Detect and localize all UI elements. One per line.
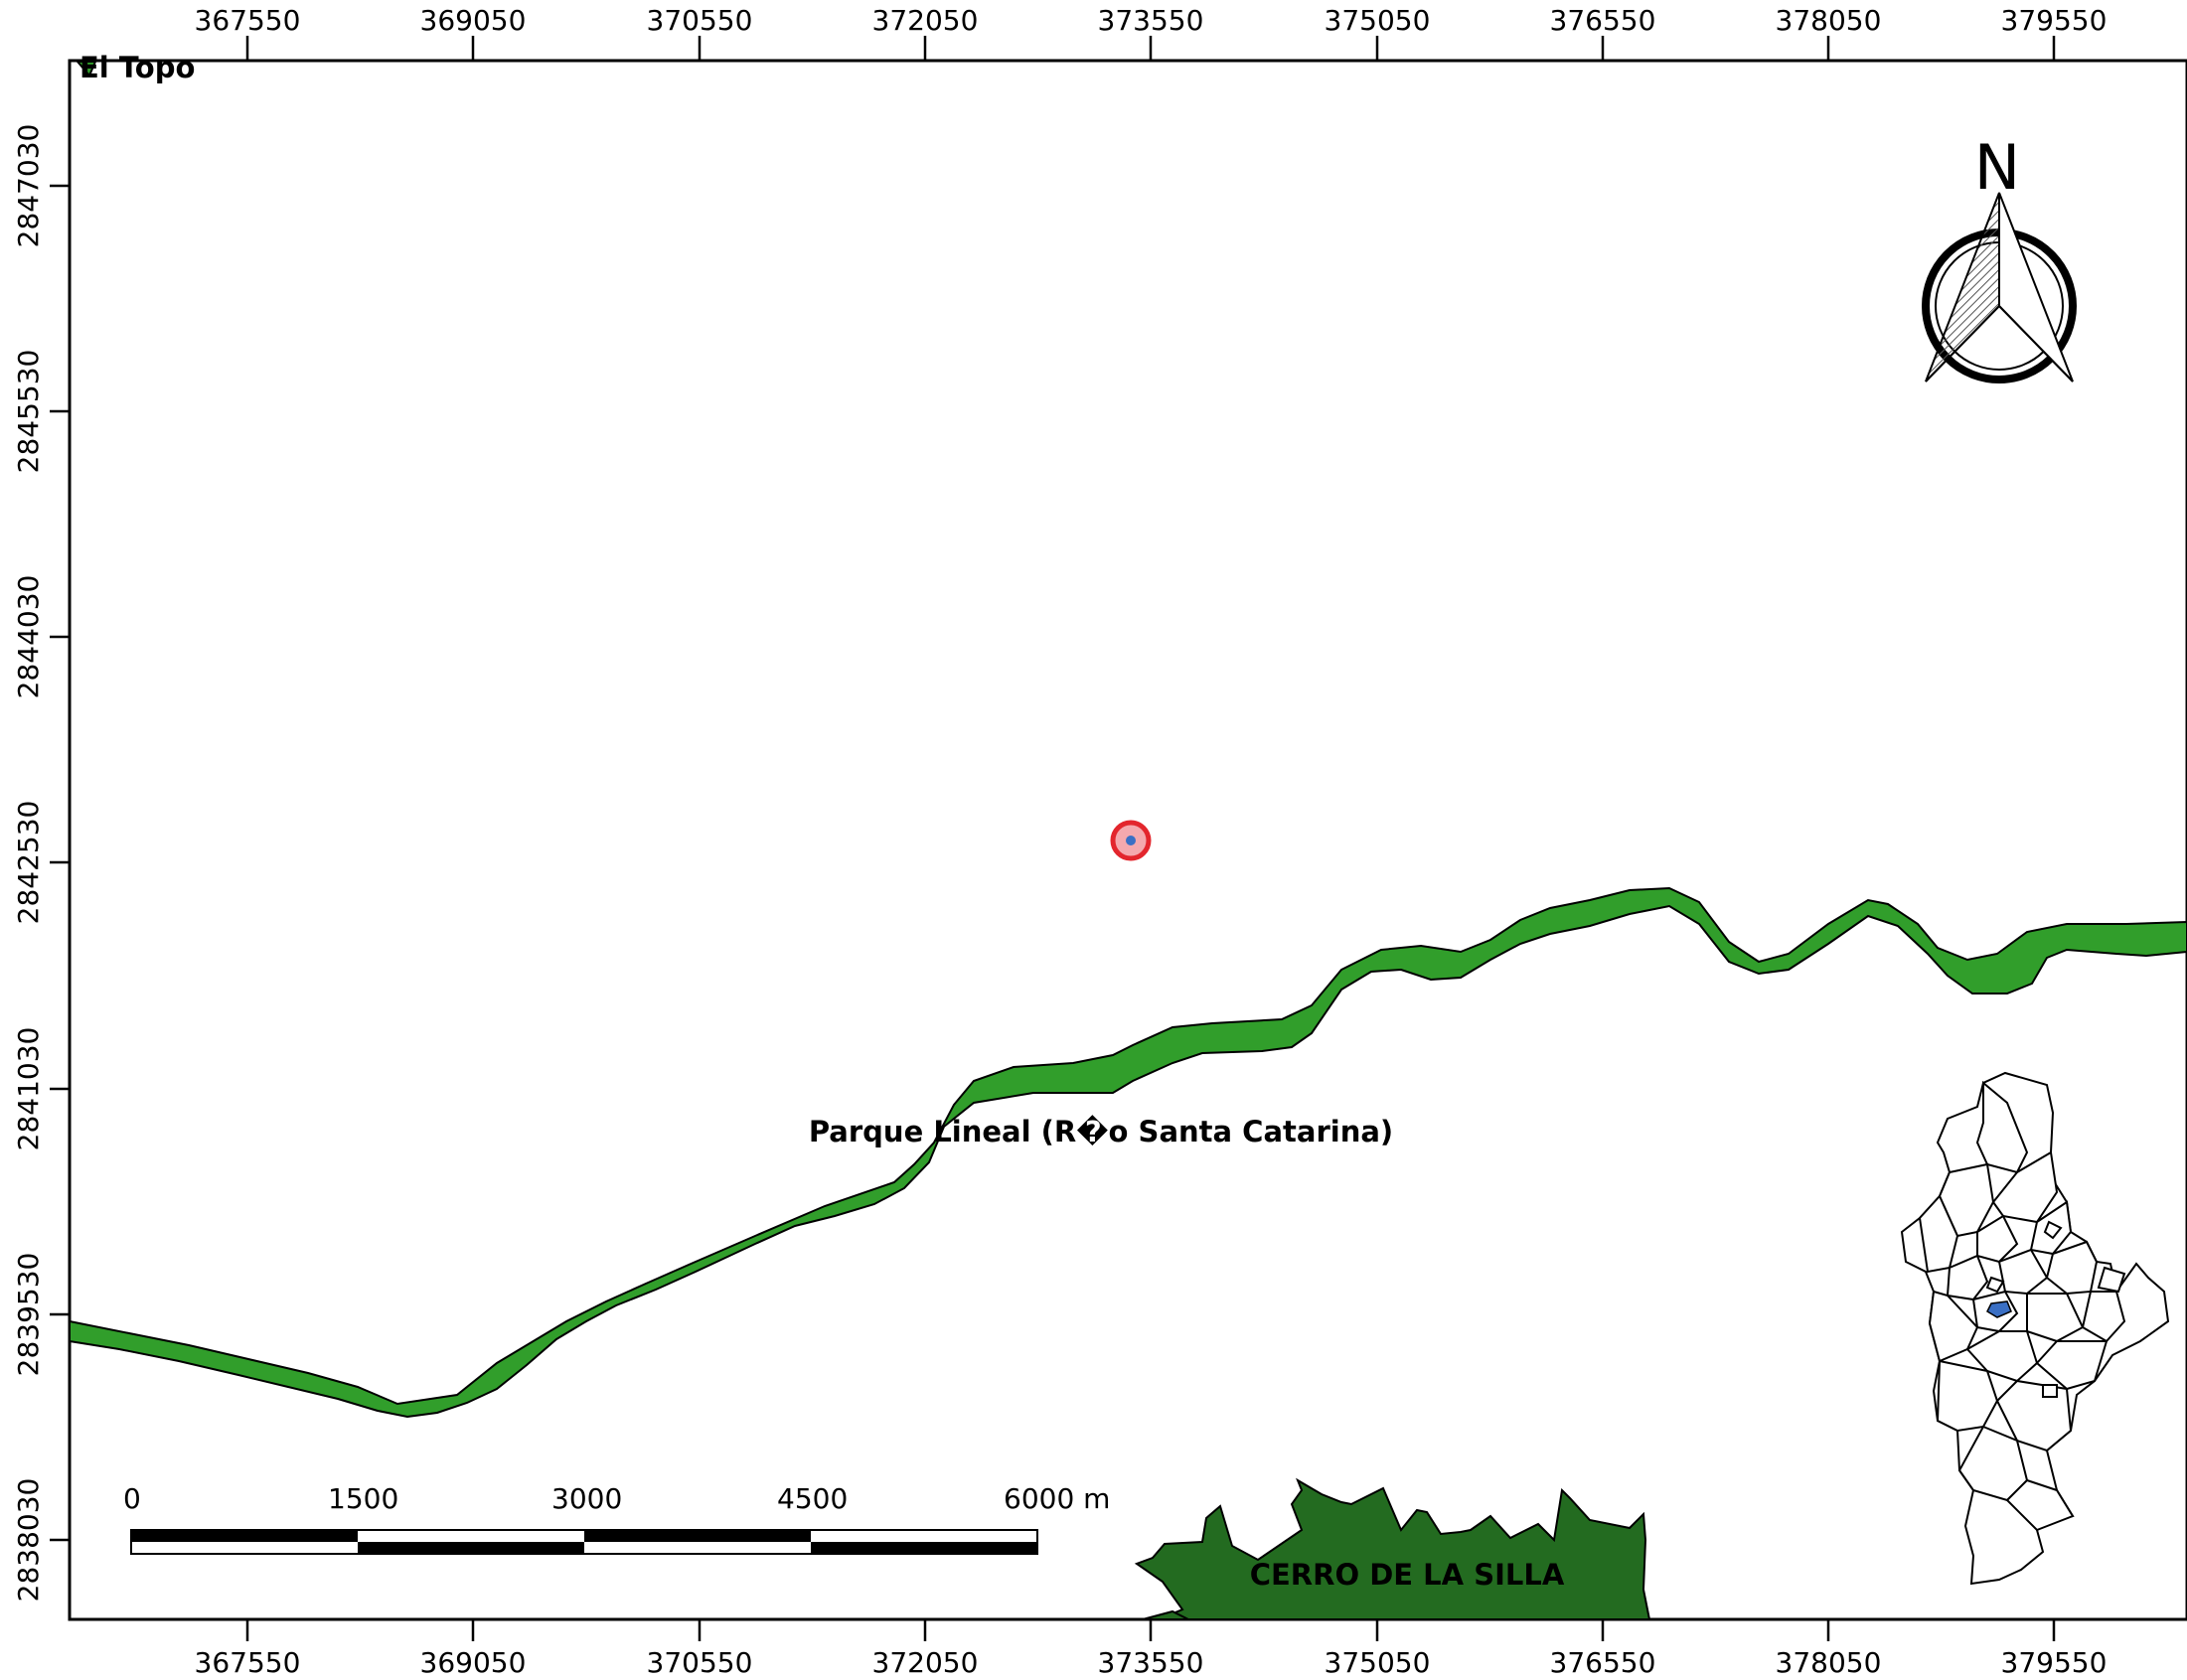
layer-title-label: El Topo — [79, 51, 195, 84]
x-tick-label: 369050 — [420, 4, 527, 37]
x-tick-label: 376550 — [1550, 4, 1656, 37]
mountain-label: CERRO DE LA SILLA — [1250, 1558, 1565, 1592]
scale-label: 6000 m — [1004, 1482, 1110, 1515]
x-tick-label: 379550 — [2001, 1646, 2108, 1679]
bottom-axis — [245, 1619, 2056, 1641]
left-axis — [50, 184, 70, 1542]
y-tick-label: 2847030 — [12, 124, 45, 248]
y-tick-label: 2838030 — [12, 1478, 45, 1603]
legend-swatch-icon — [75, 61, 97, 77]
scale-label: 1500 — [328, 1482, 398, 1515]
x-tick-label: 378050 — [1776, 1646, 1882, 1679]
locator-highlight — [1986, 1300, 2012, 1318]
x-tick-label: 378050 — [1776, 4, 1882, 37]
locator-map-icon — [1900, 1071, 2170, 1586]
y-tick-label: 2839530 — [12, 1253, 45, 1377]
y-tick-label: 2841030 — [12, 1027, 45, 1151]
y-tick-label: 2842530 — [12, 801, 45, 925]
scale-label: 3000 — [551, 1482, 622, 1515]
x-tick-label: 370550 — [647, 1646, 753, 1679]
bottom-axis-labels: 367550 369050 370550 372050 373550 37505… — [195, 1646, 2108, 1679]
x-tick-label: 375050 — [1325, 4, 1431, 37]
y-tick-label: 2845530 — [12, 350, 45, 474]
top-axis-labels: 367550 369050 370550 372050 373550 37505… — [195, 4, 2108, 37]
x-tick-label: 367550 — [195, 1646, 301, 1679]
river-label: Parque Lineal (R�o Santa Catarina) — [809, 1115, 1393, 1148]
x-tick-label: 376550 — [1550, 1646, 1656, 1679]
x-tick-label: 373550 — [1098, 4, 1204, 37]
left-axis-labels: 2847030 2845530 2844030 2842530 2841030 … — [12, 124, 45, 1603]
scale-bar-labels: 0 1500 3000 4500 6000 m — [123, 1482, 1110, 1515]
mountain-polygon — [1134, 1477, 1651, 1620]
x-tick-label: 372050 — [872, 1646, 979, 1679]
x-tick-label: 373550 — [1098, 1646, 1204, 1679]
scale-label: 4500 — [777, 1482, 848, 1515]
x-tick-label: 369050 — [420, 1646, 527, 1679]
scale-bar — [130, 1529, 1038, 1555]
x-tick-label: 372050 — [872, 4, 979, 37]
x-tick-label: 379550 — [2001, 4, 2108, 37]
river-polygon — [69, 886, 2187, 1419]
x-tick-label: 367550 — [195, 4, 301, 37]
x-tick-label: 375050 — [1325, 1646, 1431, 1679]
north-arrow-icon — [1922, 192, 2077, 383]
scale-label: 0 — [123, 1482, 141, 1515]
top-axis — [245, 36, 2056, 61]
x-tick-label: 370550 — [647, 4, 753, 37]
mountain-polygon-fragment — [1142, 1609, 1189, 1620]
north-label: N — [1974, 131, 2020, 204]
point-marker-icon — [1110, 820, 1152, 861]
y-tick-label: 2844030 — [12, 575, 45, 699]
